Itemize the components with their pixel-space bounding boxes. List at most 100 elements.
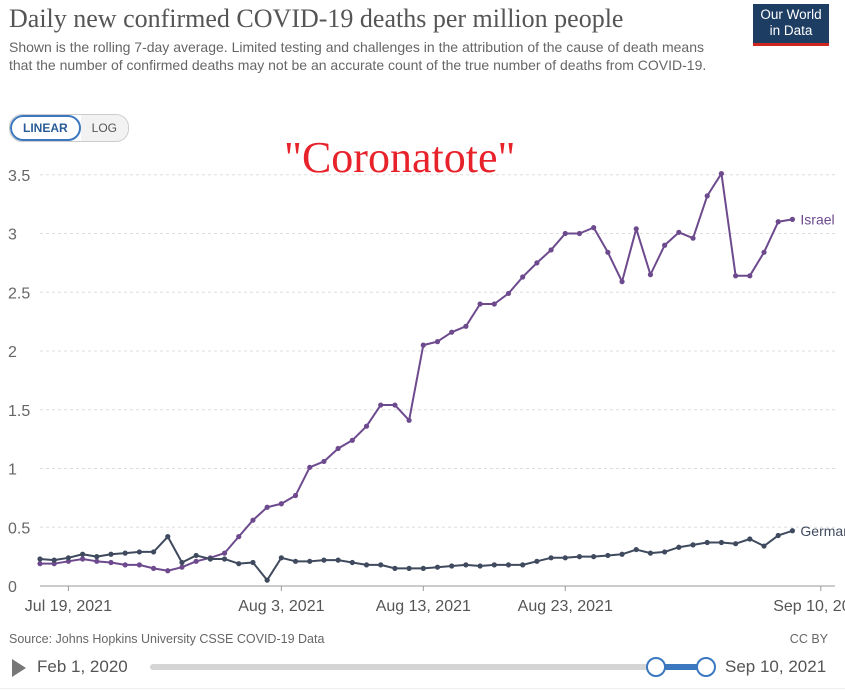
data-point-israel[interactable] — [775, 219, 781, 225]
data-point-germany[interactable] — [718, 539, 725, 546]
data-point-germany[interactable] — [392, 565, 398, 571]
data-point-germany[interactable] — [108, 551, 114, 557]
source-note[interactable]: Source: Johns Hopkins University CSSE CO… — [9, 632, 325, 646]
timeline-start-handle[interactable] — [646, 657, 666, 677]
data-point-israel[interactable] — [704, 193, 710, 199]
license-label[interactable]: CC BY — [789, 632, 828, 646]
data-point-germany[interactable] — [65, 555, 71, 561]
data-point-israel[interactable] — [576, 230, 583, 237]
series-line-germany[interactable] — [39, 529, 793, 582]
data-point-germany[interactable] — [591, 554, 597, 560]
data-point-germany[interactable] — [179, 559, 185, 566]
data-point-germany[interactable] — [221, 556, 228, 562]
data-point-germany[interactable] — [37, 556, 43, 562]
data-point-israel[interactable] — [562, 230, 568, 237]
data-point-israel[interactable] — [647, 272, 654, 278]
data-point-germany[interactable] — [406, 565, 412, 571]
data-point-germany[interactable] — [150, 549, 157, 555]
data-point-germany[interactable] — [619, 551, 625, 557]
data-point-israel[interactable] — [363, 423, 370, 429]
data-point-israel[interactable] — [491, 301, 497, 307]
data-point-germany[interactable] — [647, 550, 654, 556]
data-point-germany[interactable] — [236, 561, 242, 567]
data-point-israel[interactable] — [761, 249, 767, 255]
data-point-germany[interactable] — [662, 549, 668, 555]
log-scale-button[interactable]: LOG — [80, 115, 129, 141]
data-point-germany[interactable] — [420, 565, 426, 571]
data-point-germany[interactable] — [548, 555, 554, 561]
data-point-germany[interactable] — [633, 546, 639, 553]
data-point-israel[interactable] — [94, 558, 100, 564]
data-point-israel[interactable] — [165, 568, 171, 574]
data-point-israel[interactable] — [420, 342, 426, 348]
data-point-israel[interactable] — [406, 417, 412, 423]
data-point-germany[interactable] — [307, 558, 313, 564]
data-point-israel[interactable] — [378, 402, 384, 408]
data-point-israel[interactable] — [179, 564, 185, 570]
data-point-germany[interactable] — [122, 550, 128, 556]
data-point-germany[interactable] — [534, 558, 540, 564]
series-label[interactable]: Israel — [800, 211, 834, 227]
data-point-israel[interactable] — [434, 339, 441, 345]
data-point-germany[interactable] — [363, 562, 370, 568]
data-point-israel[interactable] — [520, 274, 526, 280]
data-point-israel[interactable] — [662, 242, 668, 248]
data-point-israel[interactable] — [505, 290, 512, 297]
data-point-israel[interactable] — [733, 273, 739, 279]
data-point-israel[interactable] — [789, 216, 796, 222]
data-point-israel[interactable] — [321, 458, 327, 465]
data-point-germany[interactable] — [789, 528, 796, 534]
data-point-israel[interactable] — [278, 501, 284, 507]
data-point-germany[interactable] — [463, 562, 469, 568]
data-point-germany[interactable] — [704, 539, 710, 546]
data-point-germany[interactable] — [349, 559, 355, 566]
data-point-israel[interactable] — [747, 273, 753, 279]
data-point-israel[interactable] — [307, 464, 313, 470]
data-point-israel[interactable] — [292, 492, 299, 499]
data-point-germany[interactable] — [449, 563, 455, 569]
data-point-germany[interactable] — [378, 562, 384, 568]
data-point-israel[interactable] — [236, 534, 242, 540]
data-point-germany[interactable] — [576, 554, 583, 560]
data-point-israel[interactable] — [463, 323, 469, 329]
timeline-end-handle[interactable] — [696, 657, 716, 677]
series-label[interactable]: Germany — [800, 523, 845, 539]
data-point-germany[interactable] — [733, 541, 739, 547]
data-point-israel[interactable] — [534, 260, 540, 266]
data-point-israel[interactable] — [633, 226, 639, 232]
linear-scale-button[interactable]: LINEAR — [10, 115, 81, 141]
data-point-israel[interactable] — [264, 504, 270, 510]
data-point-germany[interactable] — [505, 562, 512, 568]
data-point-israel[interactable] — [221, 550, 228, 556]
data-point-israel[interactable] — [150, 565, 157, 571]
data-point-germany[interactable] — [250, 559, 256, 566]
data-point-israel[interactable] — [591, 225, 597, 231]
data-point-israel[interactable] — [349, 437, 355, 443]
data-point-israel[interactable] — [250, 517, 256, 523]
data-point-israel[interactable] — [122, 562, 128, 568]
data-point-germany[interactable] — [562, 555, 568, 561]
data-point-israel[interactable] — [605, 249, 611, 255]
data-point-germany[interactable] — [321, 557, 327, 563]
data-point-germany[interactable] — [94, 554, 100, 560]
data-point-israel[interactable] — [619, 279, 625, 285]
data-point-germany[interactable] — [136, 549, 142, 555]
data-point-germany[interactable] — [278, 555, 284, 561]
data-point-israel[interactable] — [79, 556, 86, 562]
data-point-israel[interactable] — [718, 170, 725, 177]
data-point-israel[interactable] — [335, 445, 341, 452]
data-point-germany[interactable] — [747, 536, 753, 542]
data-point-germany[interactable] — [292, 558, 299, 564]
data-point-israel[interactable] — [37, 561, 43, 567]
data-point-germany[interactable] — [335, 557, 341, 563]
play-icon[interactable] — [12, 659, 26, 677]
data-point-israel[interactable] — [136, 562, 142, 568]
data-point-germany[interactable] — [520, 562, 526, 568]
owid-logo[interactable]: Our World in Data — [753, 4, 829, 46]
data-point-israel[interactable] — [392, 402, 398, 408]
data-point-germany[interactable] — [434, 564, 441, 570]
data-point-israel[interactable] — [548, 247, 554, 253]
data-point-germany[interactable] — [477, 563, 483, 569]
data-point-israel[interactable] — [477, 301, 483, 307]
data-point-germany[interactable] — [79, 551, 86, 557]
